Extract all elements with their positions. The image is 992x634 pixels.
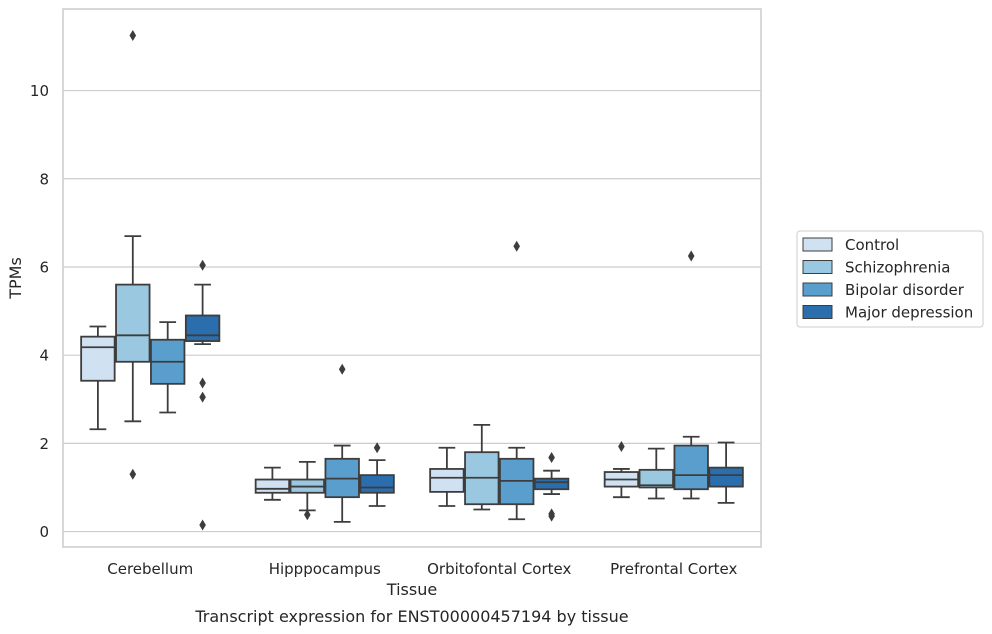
outlier-point — [199, 377, 206, 389]
box-iqr — [533, 477, 570, 491]
outlier-point — [199, 391, 206, 403]
outlier-point — [199, 259, 206, 271]
box-3-4 — [673, 250, 709, 500]
box-iqr — [673, 444, 709, 491]
x-tick-labels: Cerebellum Hipppocampus Orbitofontal Corte… — [107, 560, 737, 578]
box-iqr — [254, 478, 291, 494]
chart-title: Transcript expression for ENST0000045719… — [194, 607, 628, 626]
outlier-point — [548, 510, 555, 522]
box-3-3 — [499, 240, 535, 521]
outlier-point — [304, 509, 311, 521]
box-iqr — [115, 283, 151, 363]
box-1-4 — [603, 440, 640, 499]
legend-label: Major depression — [845, 304, 973, 322]
box-iqr — [708, 466, 744, 488]
outlier-point — [513, 240, 520, 252]
x-axis-label: Tissue — [386, 580, 437, 599]
outlier-point — [199, 519, 206, 531]
box-iqr — [359, 474, 395, 494]
box-4-1 — [184, 259, 221, 531]
outlier-point — [618, 440, 625, 452]
box-4-3 — [533, 451, 570, 522]
box-1-1 — [80, 325, 116, 431]
outlier-point — [373, 442, 381, 454]
legend-swatch — [802, 282, 833, 297]
box-4-4 — [708, 441, 744, 504]
box-2-2 — [289, 460, 325, 521]
y-tick-label: 4 — [39, 347, 49, 365]
legend-label: Schizophrenia — [845, 259, 950, 277]
outlier-point — [129, 29, 137, 41]
box-iqr — [638, 468, 674, 489]
box-iqr — [80, 335, 116, 382]
y-tick-label: 8 — [39, 170, 49, 188]
y-tick-label: 2 — [39, 435, 49, 453]
x-tick-label: Cerebellum — [107, 560, 193, 578]
box-4-2 — [359, 442, 395, 507]
box-2-3 — [464, 423, 500, 511]
y-axis-label: TPMs — [6, 257, 25, 300]
outlier-point — [687, 250, 695, 262]
y-tick-labels: 0 2 4 6 8 10 — [30, 82, 49, 541]
box-3-1 — [150, 321, 186, 414]
plot-area-frame — [62, 8, 762, 548]
x-tick-label: Prefrontal Cortex — [610, 560, 737, 578]
box-iqr — [429, 468, 465, 493]
box-2-4 — [638, 447, 674, 500]
box-1-2 — [254, 466, 291, 501]
y-tick-label: 10 — [30, 82, 49, 100]
outlier-point — [129, 468, 137, 480]
legend: Control Schizophrenia Bipolar disorder Majo… — [796, 230, 984, 328]
legend-label: Control — [845, 236, 899, 254]
box-3-2 — [324, 363, 360, 523]
legend-swatch — [802, 237, 833, 252]
x-tick-label: Orbitofontal Cortex — [427, 560, 571, 578]
outlier-point — [548, 451, 555, 463]
box-2-1 — [115, 29, 151, 480]
legend-swatch — [802, 305, 833, 319]
boxes-layer — [80, 29, 744, 531]
x-tick-label: Hipppocampus — [269, 560, 381, 578]
outlier-point — [338, 363, 346, 375]
y-tick-label: 6 — [39, 258, 49, 276]
y-tick-label: 0 — [39, 523, 49, 541]
legend-frame — [796, 230, 984, 328]
legend-label: Bipolar disorder — [845, 281, 965, 299]
box-iqr — [184, 314, 221, 342]
box-1-3 — [429, 446, 465, 507]
legend-swatch — [802, 260, 833, 274]
